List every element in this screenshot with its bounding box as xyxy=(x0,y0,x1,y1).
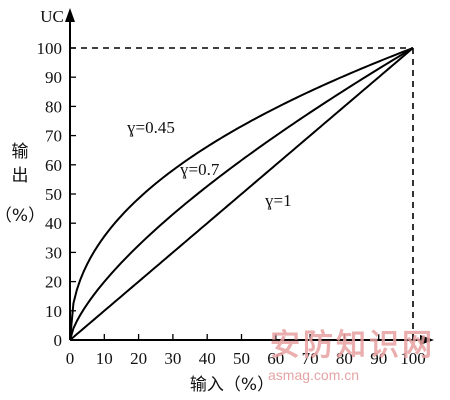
x-tick-label: 20 xyxy=(130,349,147,368)
x-tick-label: 70 xyxy=(302,349,319,368)
y-tick-label: 20 xyxy=(45,273,62,292)
reference-lines xyxy=(70,47,414,340)
axes xyxy=(65,8,434,345)
series-line-3 xyxy=(69,47,414,341)
y-tick-label: 80 xyxy=(45,97,62,116)
x-tick-label: 0 xyxy=(66,349,75,368)
x-tick-label: 60 xyxy=(267,349,284,368)
ticks: 0 10 20 30 40 50 60 70 80 90 100 0 10 20 30 40 50 60 70 80 9… xyxy=(37,39,426,368)
series-line-1 xyxy=(69,47,414,341)
y-tick-label: 40 xyxy=(45,214,62,233)
y-axis-title-unit: （%） xyxy=(0,206,45,226)
x-axis-title: 输入（%） xyxy=(190,375,274,395)
y-axis-title-char-2: 出 xyxy=(12,166,29,186)
y-tick-label: 10 xyxy=(45,302,62,321)
curve-label-gamma-1: ɣ=1 xyxy=(265,191,292,210)
y-tick-label: 90 xyxy=(45,68,62,87)
x-tick-label: 100 xyxy=(400,349,426,368)
x-tick-label: 80 xyxy=(336,349,353,368)
y-tick-label: 30 xyxy=(45,243,62,262)
y-axis-title-char-1: 输 xyxy=(12,142,29,162)
series-line-2 xyxy=(69,47,414,341)
y-tick-label: 50 xyxy=(45,185,62,204)
y-tick-label: 60 xyxy=(45,156,62,175)
x-tick-label: 50 xyxy=(233,349,250,368)
watermark-url: asmag.com.cn xyxy=(268,367,359,383)
x-tick-label: 40 xyxy=(199,349,216,368)
y-tick-label: 70 xyxy=(45,127,62,146)
x-tick-label: 10 xyxy=(96,349,113,368)
y-axis-unit-label: UC xyxy=(40,7,64,26)
y-tick-label: 100 xyxy=(37,39,63,58)
series-group xyxy=(69,47,414,341)
watermark-text: 安防知识网 xyxy=(270,328,435,363)
curve-label-gamma-045: ɣ=0.45 xyxy=(127,118,175,137)
curve-label-gamma-07: ɣ=0.7 xyxy=(180,160,220,179)
y-tick-label: 0 xyxy=(54,331,63,350)
x-axis-arrow xyxy=(420,335,434,345)
x-tick-label: 30 xyxy=(164,349,181,368)
x-tick-label: 90 xyxy=(370,349,387,368)
y-axis-arrow xyxy=(65,8,75,22)
